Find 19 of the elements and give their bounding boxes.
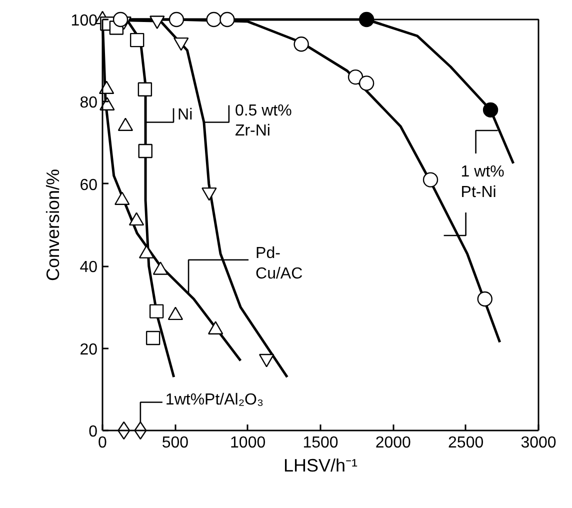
x-tick-label: 3000 [520,434,556,452]
y-tick-label: 80 [80,94,98,112]
annotation: Ni [178,106,193,124]
y-tick-label: 100 [70,12,98,30]
y-tick-label: 20 [80,341,98,358]
y-tick-label: 60 [80,176,98,194]
y-axis-title: Conversion/% [42,168,63,282]
x-tick-label: 500 [162,434,189,452]
y-tick-label: 40 [80,259,98,276]
x-tick-label: 1500 [302,434,338,452]
x-tick-label: 1000 [230,434,266,452]
annotation: Pd- Cu/AC [256,244,303,282]
annotation: 1 wt% Pt-Ni [460,163,504,201]
annotation: 1wt%Pt/Al₂O₃ [165,391,264,408]
x-tick-label: 2000 [375,434,412,452]
x-axis-title: LHSV/h⁻¹ [283,456,358,476]
x-tick-label: 2500 [448,434,484,452]
y-tick-label: 0 [88,424,98,440]
annotation: 0.5 wt% Zr-Ni [234,102,292,140]
